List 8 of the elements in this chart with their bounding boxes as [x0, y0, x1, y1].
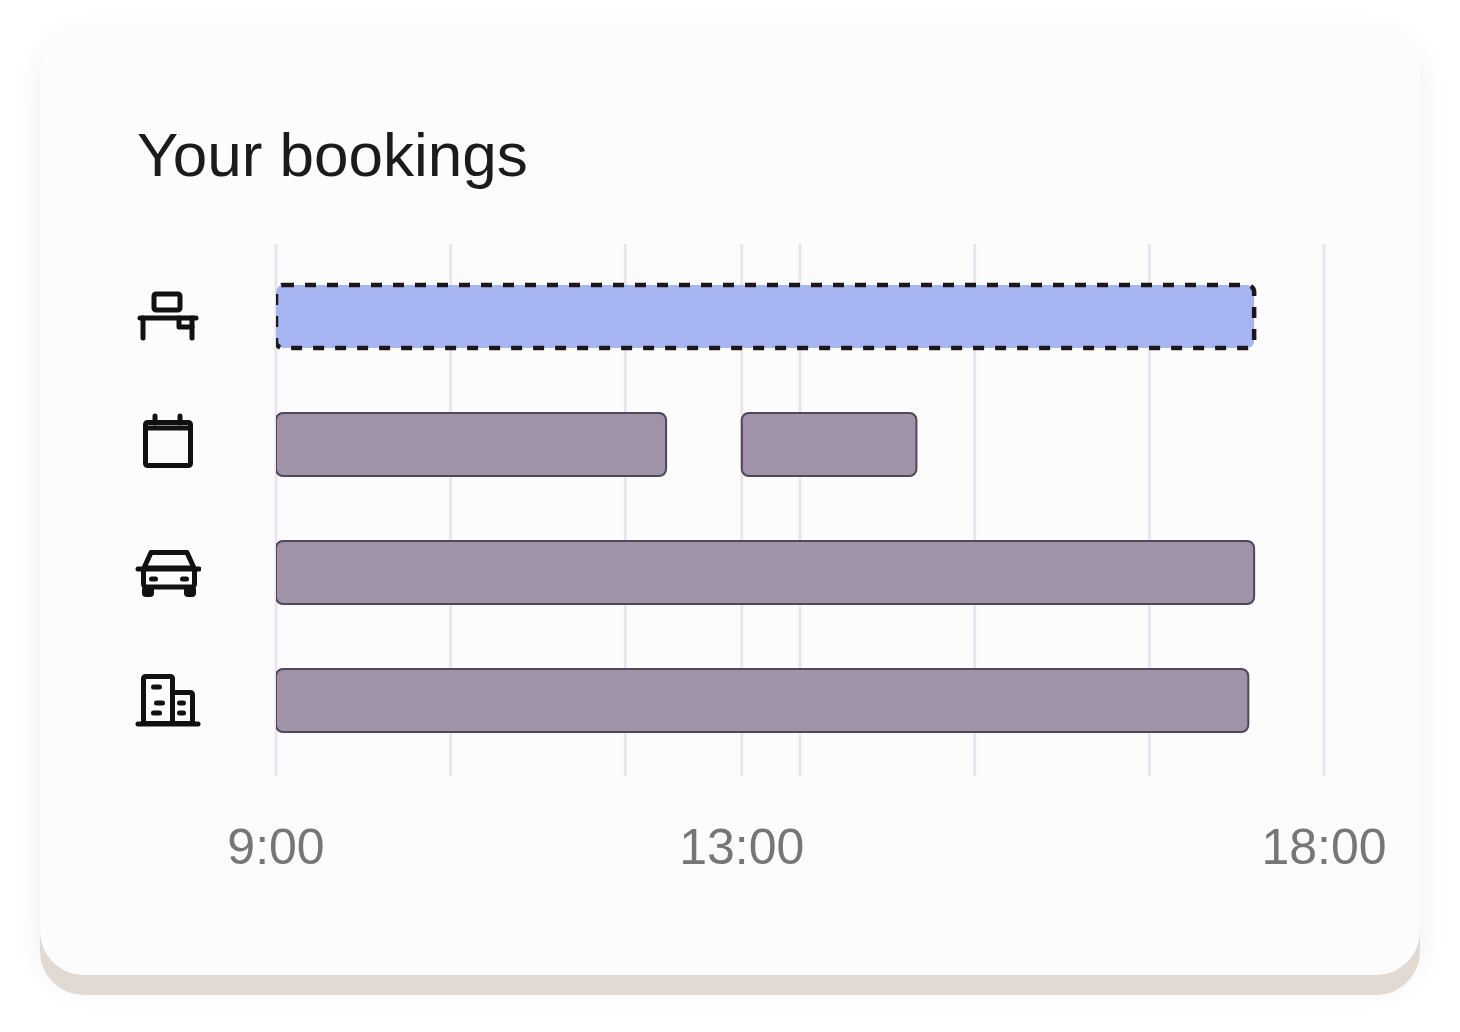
- bar: [276, 540, 1256, 605]
- bar: [740, 412, 918, 477]
- bar: [276, 412, 668, 477]
- x-tick-label: 18:00: [1261, 819, 1387, 875]
- chart-title: Your bookings: [137, 120, 528, 189]
- x-tick-label: 13:00: [679, 819, 805, 875]
- bar: [276, 668, 1250, 733]
- x-tick-label: 9:00: [227, 819, 325, 875]
